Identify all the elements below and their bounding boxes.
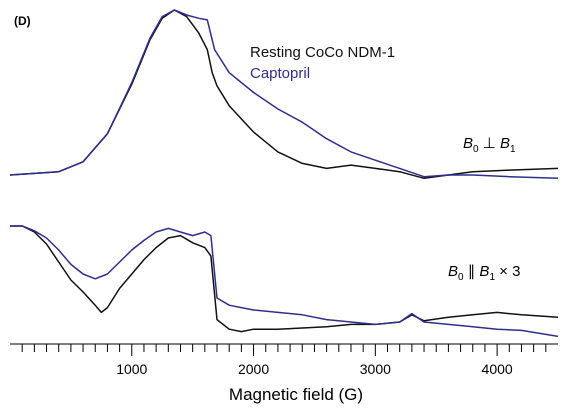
mode-labels: B0 ⊥ B1 B0 ∥ B1 × 3 — [448, 135, 520, 283]
panel-label: (D) — [14, 14, 31, 28]
spectra-layer — [9, 9, 559, 338]
x-axis: 1000 2000 3000 4000 Magnetic field (G) — [10, 343, 558, 404]
legend-entry-resting: Resting CoCo NDM-1 — [250, 44, 395, 61]
x-tick-label: 2000 — [238, 361, 269, 377]
x-tick-label: 1000 — [116, 361, 147, 377]
legend-entry-captopril: Captopril — [250, 65, 310, 82]
mode-label-parallel: B0 ∥ B1 × 3 — [448, 263, 520, 283]
spectrum-parallel-captopril-line — [10, 225, 559, 338]
legend: Resting CoCo NDM-1 Captopril — [250, 44, 395, 82]
x-tick-label: 4000 — [482, 361, 513, 377]
x-axis-ticks: 1000 2000 3000 4000 — [21, 344, 547, 377]
x-axis-title: Magnetic field (G) — [229, 385, 363, 404]
spectrum-perpendicular-captopril-line — [9, 9, 559, 180]
mode-label-perpendicular: B0 ⊥ B1 — [463, 135, 516, 155]
x-tick-label: 3000 — [360, 361, 391, 377]
